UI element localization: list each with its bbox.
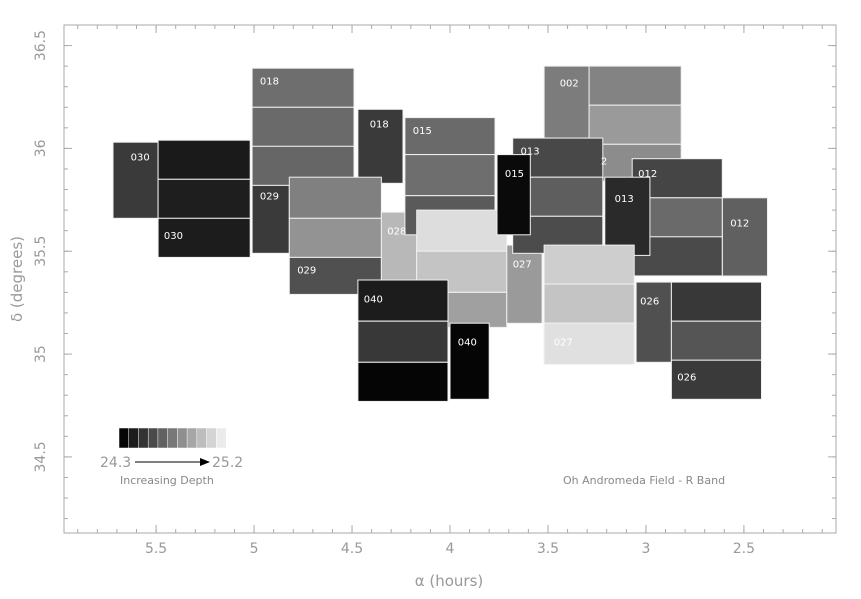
field-tile (251, 106, 355, 147)
y-tick-label: 34.5 (33, 441, 49, 472)
x-tick-label: 3 (641, 541, 650, 557)
field-label: 026 (677, 373, 696, 384)
field-tile (251, 67, 355, 108)
field-label: 029 (297, 266, 316, 277)
field-label: 030 (131, 153, 150, 164)
field-annotation: Oh Andromeda Field - R Band (563, 474, 725, 487)
field-tile (288, 176, 382, 219)
y-tick-label: 36.5 (33, 30, 49, 61)
y-axis-title: δ (degrees) (8, 236, 26, 322)
field-tile (449, 322, 490, 400)
field-tile (496, 154, 531, 236)
field-label: 002 (560, 79, 579, 90)
field-label: 013 (615, 194, 634, 205)
colorbar-max-label: 25.2 (212, 455, 243, 471)
colorbar-min-label: 24.3 (100, 455, 131, 471)
field-label: 2 (601, 157, 607, 168)
field-label: 018 (370, 120, 389, 131)
field-tile (543, 65, 590, 139)
field-tile (543, 322, 635, 365)
field-tile (604, 176, 651, 256)
x-axis-title: α (hours) (415, 572, 484, 590)
field-label: 028 (387, 227, 406, 238)
axis-ticks: 5.5 5 4.5 4 3.5 3 2.5 34.5 35 35.5 36 36.5 (33, 25, 836, 557)
field-tile (416, 209, 508, 252)
field-tile (404, 117, 496, 156)
field-label: 040 (458, 338, 477, 349)
x-tick-label: 5.5 (145, 541, 167, 557)
x-tick-label: 4.5 (341, 541, 363, 557)
field-tile (506, 244, 543, 324)
field-tile (357, 279, 449, 322)
field-tile (157, 217, 251, 258)
field-tile (670, 281, 763, 322)
colorbar-swatch (128, 427, 139, 449)
field-label: 030 (164, 231, 183, 242)
colorbar-swatch (206, 427, 217, 449)
field-label: 027 (513, 260, 532, 271)
x-tick-label: 4 (446, 541, 455, 557)
field-tile (670, 320, 763, 361)
field-label: 015 (413, 126, 432, 137)
colorbar-arrow-head (200, 458, 210, 466)
field-tile (543, 283, 635, 324)
field-tile (404, 154, 496, 197)
field-tile (112, 141, 159, 219)
y-tick-label: 35 (33, 345, 49, 363)
colorbar-swatch (167, 427, 178, 449)
colorbar-swatch (118, 427, 130, 449)
field-tiles (112, 65, 769, 402)
field-tile (357, 361, 449, 402)
field-tile (670, 359, 763, 400)
colorbar-swatch (147, 427, 159, 449)
field-label: 015 (505, 169, 524, 180)
field-tile (721, 197, 769, 277)
field-tile (635, 281, 672, 363)
field-tile (157, 139, 251, 180)
field-label: 026 (640, 297, 659, 308)
field-label: 012 (730, 218, 749, 229)
field-label: 013 (521, 147, 540, 158)
x-tick-label: 5 (250, 541, 259, 557)
colorbar-swatch (186, 427, 198, 449)
x-tick-label: 3.5 (537, 541, 559, 557)
colorbar-caption: Increasing Depth (120, 474, 214, 487)
field-labels: 030 030 018 018 029 029 028 015 040 040 027 027 002 0… (131, 77, 750, 384)
field-tile (157, 178, 251, 219)
field-tile (543, 244, 635, 285)
field-label: 027 (554, 338, 573, 349)
x-tick-label: 2.5 (733, 541, 755, 557)
colorbar-swatch (157, 427, 169, 449)
field-tile (588, 65, 682, 106)
field-label: 029 (260, 192, 279, 203)
colorbar-swatch (138, 427, 149, 449)
field-label: 012 (638, 169, 657, 180)
depth-colorbar (118, 427, 227, 449)
colorbar-swatch (216, 427, 227, 449)
colorbar-swatch (196, 427, 208, 449)
y-tick-label: 36 (33, 139, 49, 157)
y-tick-label: 35.5 (33, 236, 49, 267)
field-label: 018 (260, 77, 279, 88)
field-tile (357, 320, 449, 363)
field-tile (288, 217, 382, 258)
colorbar-swatch (177, 427, 188, 449)
field-label: 040 (364, 295, 383, 306)
